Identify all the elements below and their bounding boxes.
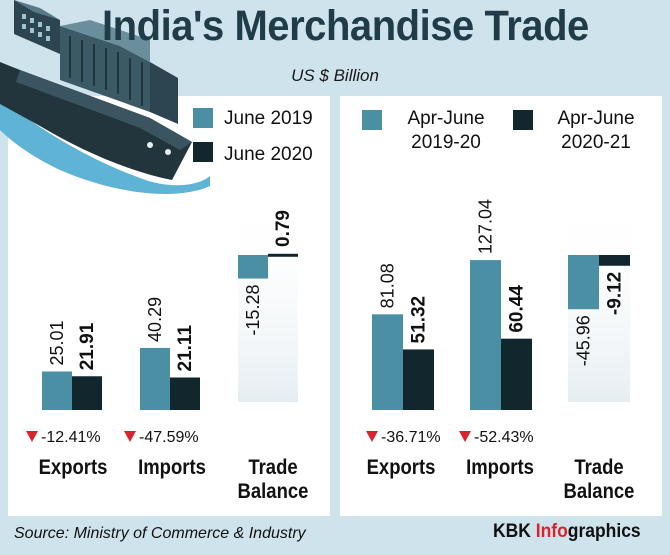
legend-swatch-q1-1: [513, 110, 533, 130]
category-label-imports-left: Imports: [138, 456, 206, 479]
change-imports-june-value: -47.59%: [139, 429, 199, 446]
change-exports-june-value: -12.41%: [41, 429, 101, 446]
decline-triangle-icon: [366, 431, 378, 442]
right-chart-area: 81.08 51.32 127.04 60.44 -45.96 -9.12: [362, 110, 630, 410]
change-exports-q1-value: -36.71%: [381, 429, 441, 446]
bar-june-0-0: [42, 371, 72, 410]
bar-june-0-1: [72, 376, 102, 410]
value-label-q1-2-1: -9.12: [605, 272, 626, 315]
bar-q1-0-1: [403, 349, 434, 410]
category-label-trade-balance-left: Trade Balance: [237, 456, 309, 503]
bar-june-1-1: [170, 377, 200, 410]
value-label-q1-2-0: -45.96: [574, 315, 594, 366]
legend-swatch-june-0: [193, 108, 213, 128]
decline-triangle-icon: [459, 431, 471, 442]
change-imports-q1-value: -52.43%: [474, 429, 534, 446]
decline-triangle-icon: [124, 431, 136, 442]
change-exports-q1: -36.71%: [366, 429, 441, 447]
bar-june-1-0: [140, 347, 170, 410]
legend-swatch-q1-0: [362, 110, 382, 130]
legend-label-june-2020: June 2020: [224, 144, 313, 165]
chart-title: India's Merchandise Trade: [102, 2, 589, 50]
category-label-exports-left: Exports: [38, 456, 108, 479]
legend-label-apr-june-2020-21: Apr-June 2020-21: [557, 108, 635, 153]
source-note: Source: Ministry of Commerce & Industry: [14, 525, 306, 542]
cargo-ship-icon: [0, 0, 210, 194]
value-label-q1-0-1: 51.32: [409, 296, 430, 344]
legend-swatch-june-1: [193, 142, 213, 162]
brand-suffix: graphics: [567, 521, 641, 542]
value-label-june-2-1: 0.79: [273, 210, 294, 247]
category-label-trade-balance-right: Trade Balance: [563, 456, 635, 503]
value-label-june-1-1: 21.11: [175, 325, 196, 372]
bar-q1-1-1: [501, 338, 532, 410]
category-label-imports-right: Imports: [466, 456, 534, 479]
category-label-exports-right: Exports: [366, 456, 436, 479]
legend-label-apr-june-2019-20: Apr-June 2019-20: [407, 108, 485, 153]
bar-q1-2-0: [568, 255, 599, 310]
brand-prefix: KBK: [493, 521, 536, 542]
decline-triangle-icon: [26, 431, 38, 442]
bar-june-2-0: [238, 255, 268, 279]
value-label-q1-1-1: 60.44: [507, 285, 528, 333]
value-label-june-1-0: 40.29: [145, 297, 165, 342]
value-label-q1-1-0: 127.04: [476, 199, 496, 254]
brand-logo: KBK Infographics: [493, 521, 641, 543]
balance-backdrop-june: [238, 195, 298, 402]
bar-q1-0-0: [372, 314, 403, 410]
left-chart-area: 25.01 21.91 40.29 21.11 -15.28 0.79: [42, 108, 298, 410]
change-imports-june: -47.59%: [124, 429, 199, 447]
value-label-june-0-1: 21.91: [77, 322, 98, 370]
chart-subtitle: US $ Billion: [291, 66, 379, 85]
change-imports-q1: -52.43%: [459, 429, 534, 447]
bar-june-2-1: [268, 253, 298, 257]
legend-label-june-2019: June 2019: [224, 108, 313, 129]
bar-q1-2-1: [599, 255, 630, 266]
brand-accent: Info: [535, 521, 568, 542]
value-label-q1-0-0: 81.08: [378, 263, 398, 308]
bar-q1-1-0: [470, 260, 501, 410]
value-label-june-0-0: 25.01: [47, 320, 67, 365]
change-exports-june: -12.41%: [26, 429, 101, 447]
value-label-june-2-0: -15.28: [243, 285, 263, 336]
